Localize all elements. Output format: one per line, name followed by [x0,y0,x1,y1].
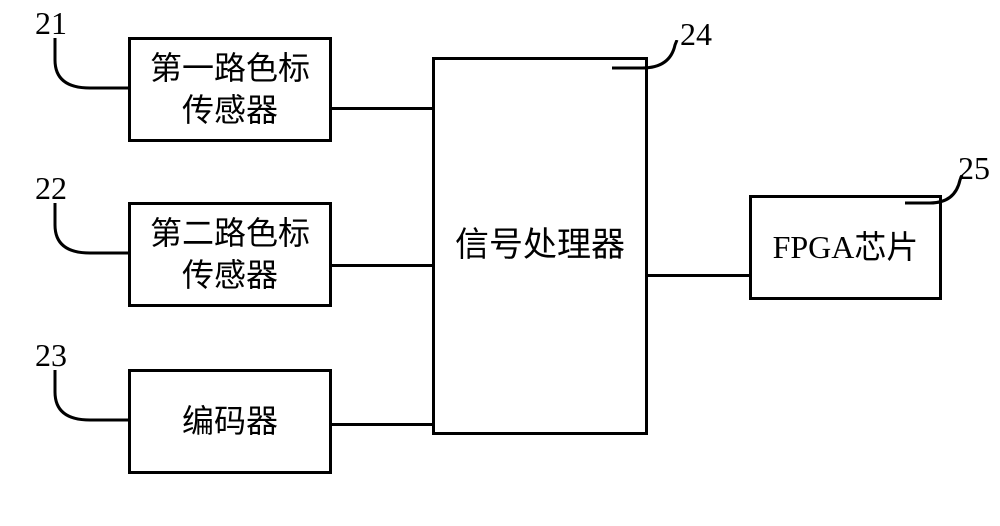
processor-line1: 信号处理器 [455,227,625,264]
sensor1-line2: 传感器 [182,92,278,128]
callout-25-curve [905,175,970,210]
sensor2-text: 第二路色标 传感器 [150,213,310,296]
sensor1-line1: 第一路色标 [150,50,310,86]
sensor2-line2: 传感器 [182,257,278,293]
callout-21-label: 21 [35,5,67,42]
callout-23-curve [45,370,130,430]
encoder-box: 编码器 [128,369,332,474]
sensor1-box: 第一路色标 传感器 [128,37,332,142]
sensor2-box: 第二路色标 传感器 [128,202,332,307]
connector-processor-fpga [648,274,749,277]
fpga-line1: FPGA芯片 [773,229,919,265]
sensor2-line1: 第二路色标 [150,215,310,251]
connector-sensor2-processor [332,264,432,267]
processor-box: 信号处理器 [432,57,648,435]
callout-22-label: 22 [35,170,67,207]
fpga-box: FPGA芯片 [749,195,942,300]
fpga-text: FPGA芯片 [773,227,919,269]
connector-sensor1-processor [332,107,432,110]
encoder-line1: 编码器 [182,403,278,439]
callout-22-curve [45,203,130,263]
sensor1-text: 第一路色标 传感器 [150,48,310,131]
encoder-text: 编码器 [182,401,278,443]
callout-23-label: 23 [35,337,67,374]
processor-text: 信号处理器 [455,224,625,268]
callout-21-curve [45,38,130,98]
callout-24-curve [612,40,687,80]
connector-encoder-processor [332,423,432,426]
